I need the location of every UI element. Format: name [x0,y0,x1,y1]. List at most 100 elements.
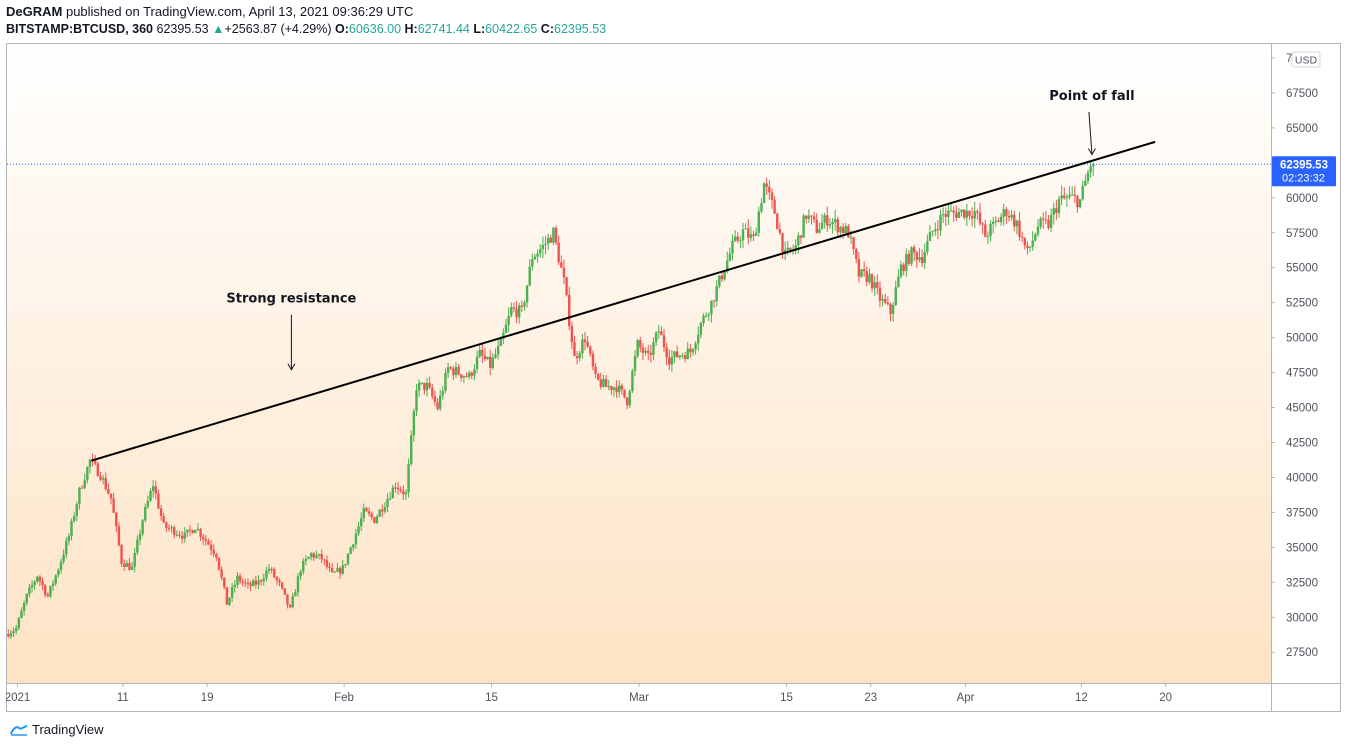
candle-body [710,300,713,315]
candle-body [507,315,510,325]
candle-body [589,346,592,354]
candle-body [610,386,613,390]
candle-body [151,486,155,491]
candle-body [457,367,460,375]
price-tick-label: 65000 [1286,123,1318,135]
candle-body [438,395,442,409]
time-tick-label: Apr [957,692,975,704]
candles-layer [7,160,1095,639]
candle-body [491,357,495,368]
last-price: 62395.53 [156,22,209,36]
candle-body [607,386,610,388]
candle-body [833,219,837,223]
candle-body [1081,185,1084,200]
candle-body [868,274,871,283]
candle-body [304,558,308,561]
candle-body [586,341,589,347]
author-name[interactable]: DeGRAM [6,4,63,19]
candle-body [83,480,86,488]
candle-body [591,353,595,367]
close-value: 62395.53 [554,22,607,36]
candle-body [388,498,392,500]
candle-body [428,382,431,388]
candle-body [383,507,387,512]
candle-body [62,554,65,562]
candle-body [957,212,961,218]
candle-body [955,212,958,218]
candle-body [323,559,326,561]
candle-body [1057,198,1061,214]
candle-body [660,331,663,336]
currency-badge[interactable]: USD [1291,51,1321,68]
candle-body [594,366,597,374]
candle-body [112,498,115,513]
candle-body [897,276,900,288]
chart-frame [6,43,1341,712]
candle-body [994,220,998,222]
published-text: published on TradingView.com, April 13, … [65,4,414,19]
candle-body [262,578,265,582]
candle-body [997,220,1000,223]
candle-body [80,487,84,489]
candle-body [225,587,229,605]
price-tick-label: 55000 [1286,263,1318,275]
symbol-legend: BITSTAMP:BTCUSD, 360 62395.53 ▲+2563.87 … [6,22,606,36]
candle-body [420,382,423,384]
candle-body [989,223,992,237]
candle-body [839,226,842,233]
time-tick-label: 23 [864,692,877,704]
candle-body [465,376,468,378]
candle-body [178,534,181,536]
candle-body [939,214,942,231]
annotation-arrowhead [1087,148,1096,156]
candle-body [844,226,847,234]
symbol-name[interactable]: BITSTAMP:BTCUSD, 360 [6,22,154,36]
candle-body [644,350,647,353]
candle-body [515,308,518,318]
candle-body [689,348,692,353]
candle-body [852,237,855,250]
candle-body [581,339,584,354]
close-label: C: [540,22,554,36]
candle-body [820,222,824,230]
candle-body [1028,246,1032,248]
candle-body [67,536,71,542]
price-tick-label: 35000 [1286,542,1318,554]
candle-body [512,307,516,309]
candle-body [46,594,50,597]
candle-body [546,237,550,244]
candle-body [541,244,545,250]
tradingview-brand: TradingView [32,722,104,737]
candle-body [265,570,268,579]
candle-body [1076,196,1079,208]
candle-body [812,216,816,220]
candle-body [204,539,208,542]
tradingview-footer[interactable]: TradingView [10,722,104,737]
price-tick-label: 45000 [1286,403,1318,415]
candle-body [336,568,339,572]
candle-body [333,571,337,573]
candle-body [981,223,984,225]
candle-body [960,209,963,213]
up-arrow-icon: ▲ [212,22,225,36]
candle-body [299,571,302,577]
price-tick-label: 42500 [1286,438,1318,450]
candle-body [70,520,73,537]
candle-body [604,379,608,387]
time-tick-label: 11 [117,692,129,704]
annotation-arrowhead [287,363,296,371]
candle-body [410,435,413,465]
price-chart[interactable]: 27500 30000 32500 35000 37500 40000 42500 45000… [6,43,1341,712]
candle-body [65,541,68,555]
candle-body [249,583,252,586]
candle-body [478,349,481,357]
candle-body [652,341,655,355]
candle-body [201,536,205,540]
candle-body [407,464,410,493]
resistance-line[interactable] [90,140,1156,462]
candle-body [891,305,895,315]
candle-body [612,387,616,390]
candle-body [575,356,579,359]
price-axis: 27500 30000 32500 35000 37500 40000 42500 45000… [1271,53,1318,659]
candle-body [807,215,811,219]
